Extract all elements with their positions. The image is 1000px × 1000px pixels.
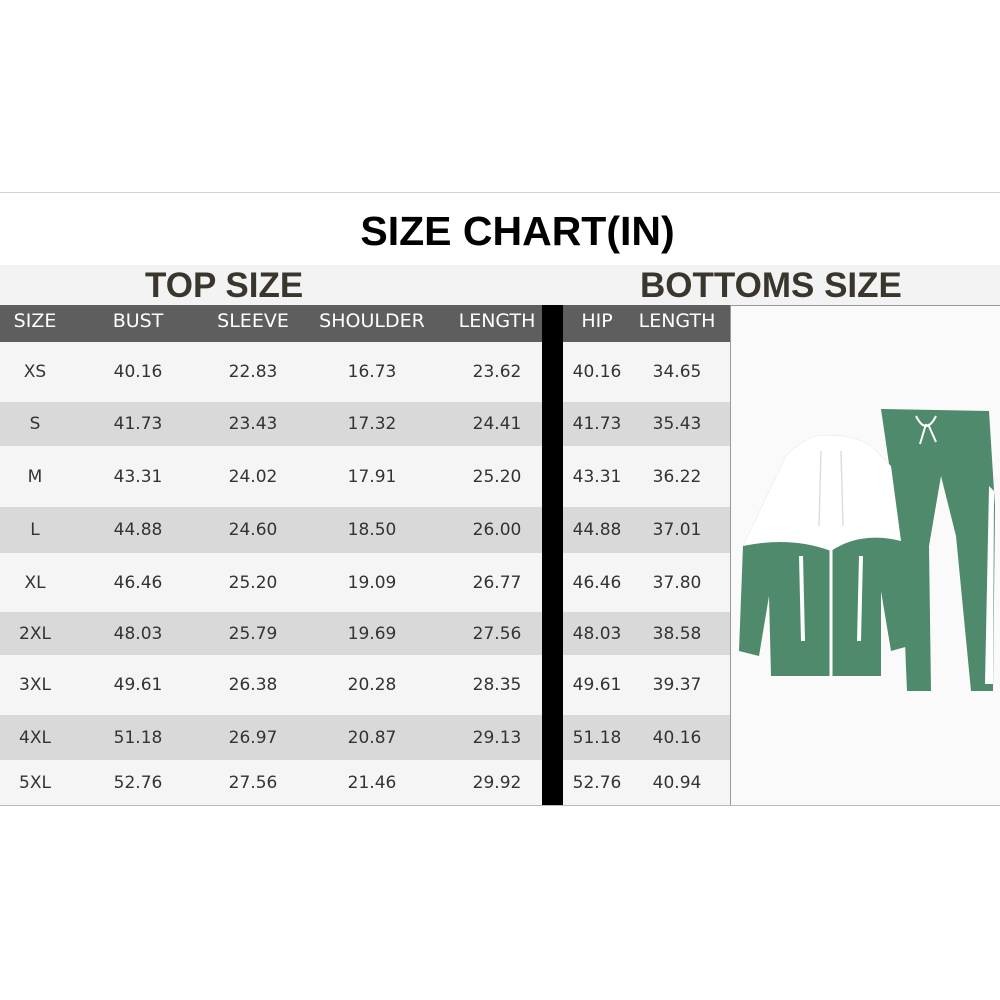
top-cell: 16.73	[347, 362, 397, 382]
top-cell: 24.02	[228, 466, 278, 487]
top-cell: 26.00	[472, 520, 522, 540]
top-cell: 43.31	[113, 466, 163, 487]
bottoms-size-heading: BOTTOMS SIZE	[640, 266, 902, 305]
table-row	[0, 612, 730, 655]
top-cell: 44.88	[113, 520, 163, 540]
top-cell: 29.13	[472, 727, 522, 748]
top-cell: 24.41	[472, 414, 522, 434]
bottoms-cell: 37.80	[652, 572, 702, 593]
bottoms-cell: 37.01	[652, 520, 702, 540]
top-cell: L	[30, 520, 40, 540]
top-cell: 41.73	[113, 414, 163, 434]
top-cell: XL	[24, 572, 46, 593]
table-row	[0, 553, 730, 612]
top-col-header: BUST	[112, 310, 164, 332]
bottoms-cell: 40.16	[652, 727, 702, 748]
bottoms-cell: 41.73	[572, 414, 622, 434]
top-col-header: SIZE	[13, 310, 57, 332]
top-cell: 48.03	[113, 623, 163, 644]
bottoms-cell: 52.76	[572, 772, 622, 793]
bottoms-col-header: LENGTH	[638, 310, 716, 332]
top-cell: 22.83	[228, 362, 278, 382]
top-cell: 17.91	[347, 466, 397, 487]
table-row	[0, 446, 730, 507]
top-cell: 28.35	[472, 675, 522, 695]
table-row	[0, 760, 730, 805]
top-cell: 3XL	[19, 675, 51, 695]
top-cell: 26.38	[228, 675, 278, 695]
top-divider	[0, 192, 1000, 193]
top-cell: 52.76	[113, 772, 163, 793]
bottoms-col-header: HIP	[581, 310, 613, 332]
bottom-divider	[0, 805, 1000, 806]
top-cell: 26.97	[228, 727, 278, 748]
bottoms-table-header	[563, 305, 730, 342]
top-cell: 29.92	[472, 772, 522, 793]
top-cell: 18.50	[347, 520, 397, 540]
top-cell: 21.46	[347, 772, 397, 793]
bottoms-cell: 39.37	[652, 675, 702, 695]
top-cell: XS	[23, 362, 47, 382]
top-cell: 25.20	[472, 466, 522, 487]
top-cell: 19.09	[347, 572, 397, 593]
top-cell: 19.69	[347, 623, 397, 644]
top-cell: 20.87	[347, 727, 397, 748]
top-cell: 40.16	[113, 362, 163, 382]
top-col-header: SHOULDER	[319, 310, 425, 332]
table-divider	[542, 305, 563, 805]
table-row	[0, 655, 730, 715]
bottoms-cell: 51.18	[572, 727, 622, 748]
top-cell: M	[27, 466, 43, 487]
page-title: SIZE CHART(IN)	[360, 208, 675, 254]
top-cell: 4XL	[19, 727, 51, 748]
bottoms-cell: 49.61	[572, 675, 622, 695]
top-cell: 49.61	[113, 675, 163, 695]
top-table-header	[0, 305, 542, 342]
top-cell: 23.62	[472, 362, 522, 382]
bottoms-cell: 48.03	[572, 623, 622, 644]
bottoms-cell: 43.31	[572, 466, 622, 487]
section-band	[0, 265, 1000, 305]
top-cell: 2XL	[19, 623, 51, 644]
product-image	[730, 305, 1000, 805]
top-cell: 5XL	[19, 772, 51, 793]
tracksuit-illustration	[739, 409, 995, 691]
table-row	[0, 715, 730, 760]
table-row	[0, 507, 730, 553]
bottoms-cell: 40.94	[652, 772, 702, 793]
top-cell: 17.32	[347, 414, 397, 434]
top-col-header: SLEEVE	[217, 310, 289, 332]
table-row	[0, 342, 730, 402]
top-cell: 25.20	[228, 572, 278, 593]
bottoms-cell: 36.22	[652, 466, 702, 487]
top-cell: 51.18	[113, 727, 163, 748]
top-cell: 20.28	[347, 675, 397, 695]
top-cell: 24.60	[228, 520, 278, 540]
top-cell: 25.79	[228, 623, 278, 644]
bottoms-cell: 40.16	[572, 362, 622, 382]
top-size-heading: TOP SIZE	[145, 266, 304, 305]
top-cell: 46.46	[113, 572, 163, 593]
table-row	[0, 402, 730, 446]
bottoms-cell: 46.46	[572, 572, 622, 593]
bottoms-cell: 38.58	[652, 623, 702, 644]
top-cell: 26.77	[472, 572, 522, 593]
top-col-header: LENGTH	[458, 310, 536, 332]
top-cell: 27.56	[228, 772, 278, 793]
top-cell: 27.56	[472, 623, 522, 644]
bottoms-cell: 44.88	[572, 520, 622, 540]
top-cell: 23.43	[228, 414, 278, 434]
bottoms-cell: 34.65	[652, 362, 702, 382]
bottoms-cell: 35.43	[652, 414, 702, 434]
top-cell: S	[29, 414, 41, 434]
